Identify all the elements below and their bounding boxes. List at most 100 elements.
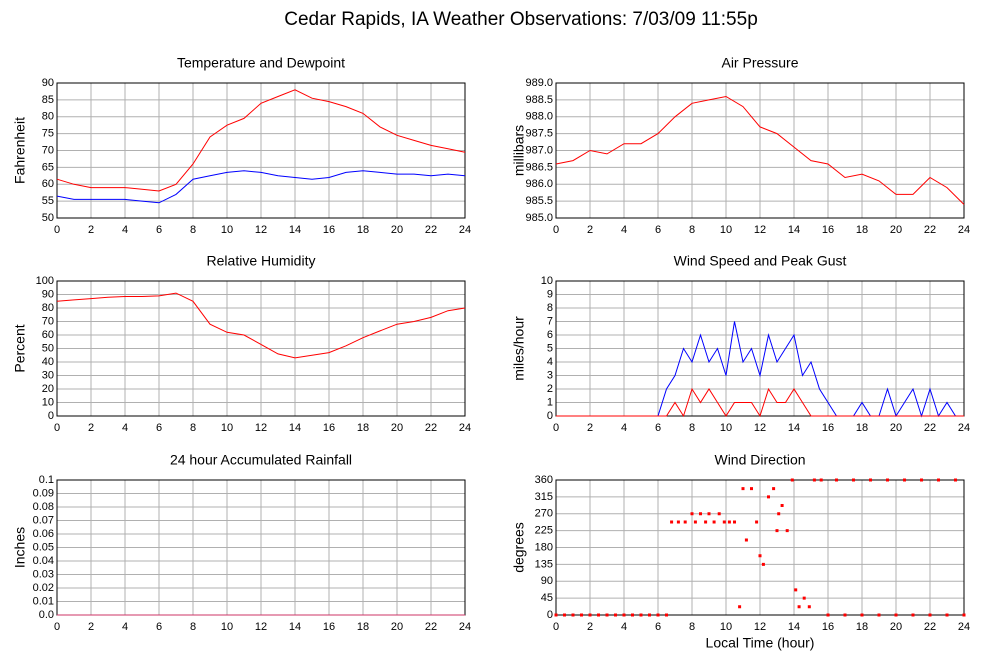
x-tick-label: 8 — [190, 224, 196, 236]
data-point — [614, 613, 617, 617]
y-tick-label: 50 — [42, 342, 54, 354]
x-tick-label: 4 — [621, 422, 627, 434]
x-tick-label: 18 — [357, 422, 369, 434]
x-tick-label: 16 — [822, 224, 834, 236]
x-tick-label: 20 — [391, 621, 403, 633]
y-tick-label: 65 — [42, 161, 54, 173]
data-point — [758, 554, 762, 558]
y-tick-label: 30 — [42, 369, 54, 381]
y-tick-label: 6 — [547, 329, 553, 341]
data-point — [744, 538, 748, 542]
x-tick-label: 10 — [720, 621, 732, 633]
data-point — [656, 613, 660, 617]
y-tick-label: 10 — [42, 396, 54, 408]
y-tick-label: 9 — [547, 288, 553, 300]
data-point — [790, 478, 794, 482]
data-point — [802, 596, 806, 600]
data-point — [852, 478, 855, 482]
y-tick-label: 989.0 — [525, 77, 553, 89]
y-tick-label: 0.04 — [33, 555, 54, 567]
x-tick-label: 16 — [323, 224, 335, 236]
y-axis-label: Fahrenheit — [12, 117, 28, 184]
data-point — [622, 613, 626, 617]
x-tick-label: 4 — [122, 621, 128, 633]
x-tick-label: 2 — [88, 224, 94, 236]
x-tick-label: 6 — [156, 422, 162, 434]
x-tick-label: 10 — [221, 422, 233, 434]
y-tick-label: 0.07 — [33, 514, 54, 526]
x-tick-label: 12 — [754, 224, 766, 236]
y-tick-label: 987.5 — [525, 128, 553, 140]
x-tick-label: 16 — [323, 422, 335, 434]
y-tick-label: 90 — [42, 77, 54, 89]
data-point — [670, 520, 674, 524]
x-tick-label: 6 — [655, 621, 661, 633]
y-tick-label: 70 — [42, 315, 54, 327]
y-tick-label: 80 — [42, 302, 54, 314]
x-tick-label: 14 — [788, 422, 800, 434]
data-point — [797, 605, 801, 609]
data-point — [794, 588, 798, 592]
x-tick-label: 4 — [122, 422, 128, 434]
x-tick-label: 8 — [689, 422, 695, 434]
data-point — [717, 512, 721, 516]
x-tick-label: 22 — [425, 224, 437, 236]
data-point — [826, 613, 830, 617]
y-tick-label: 135 — [535, 558, 553, 570]
y-tick-label: 0.1 — [39, 474, 54, 486]
data-point — [877, 613, 881, 617]
y-tick-label: 75 — [42, 128, 54, 140]
x-tick-label: 20 — [391, 422, 403, 434]
x-tick-label: 20 — [890, 621, 902, 633]
data-point — [777, 512, 781, 516]
data-point — [554, 613, 558, 617]
data-point — [683, 520, 687, 524]
x-tick-label: 14 — [788, 224, 800, 236]
y-tick-label: 40 — [42, 356, 54, 368]
y-tick-label: 55 — [42, 195, 54, 207]
x-tick-label: 10 — [720, 422, 732, 434]
x-tick-label: 0 — [54, 224, 60, 236]
data-point — [755, 520, 759, 524]
data-point — [911, 613, 915, 617]
chart-title: 24 hour Accumulated Rainfall — [170, 452, 352, 468]
x-tick-label: 14 — [289, 422, 301, 434]
data-point — [722, 520, 726, 524]
y-tick-label: 5 — [547, 342, 553, 354]
y-tick-label: 985.0 — [525, 212, 553, 224]
y-tick-label: 0.0 — [39, 609, 54, 621]
x-tick-label: 8 — [689, 224, 695, 236]
data-point — [807, 605, 811, 609]
page-title: Cedar Rapids, IA Weather Observations: 7… — [284, 9, 758, 30]
x-tick-label: 20 — [890, 422, 902, 434]
y-axis-label: Inches — [12, 527, 28, 568]
data-point — [648, 613, 651, 617]
data-point — [605, 613, 609, 617]
y-tick-label: 10 — [541, 275, 553, 287]
chart-title: Wind Speed and Peak Gust — [674, 253, 847, 269]
y-tick-label: 315 — [535, 491, 553, 503]
y-tick-label: 0 — [547, 410, 553, 422]
data-point — [785, 529, 789, 533]
data-point — [937, 478, 940, 482]
data-point — [761, 562, 765, 566]
data-point — [571, 613, 575, 617]
x-tick-label: 16 — [822, 621, 834, 633]
x-axis-label: Local Time (hour) — [706, 635, 815, 651]
y-tick-label: 60 — [42, 329, 54, 341]
y-axis-label: degrees — [511, 522, 527, 573]
y-tick-label: 2 — [547, 383, 553, 395]
x-tick-label: 0 — [553, 621, 559, 633]
y-tick-label: 8 — [547, 302, 553, 314]
data-point — [563, 613, 566, 617]
y-tick-label: 0.08 — [33, 501, 54, 513]
data-point — [962, 613, 966, 617]
x-tick-label: 0 — [553, 422, 559, 434]
x-tick-label: 12 — [255, 621, 267, 633]
x-tick-label: 12 — [754, 621, 766, 633]
x-tick-label: 24 — [459, 621, 471, 633]
x-tick-label: 8 — [190, 621, 196, 633]
x-tick-label: 24 — [459, 422, 471, 434]
x-tick-label: 18 — [357, 224, 369, 236]
